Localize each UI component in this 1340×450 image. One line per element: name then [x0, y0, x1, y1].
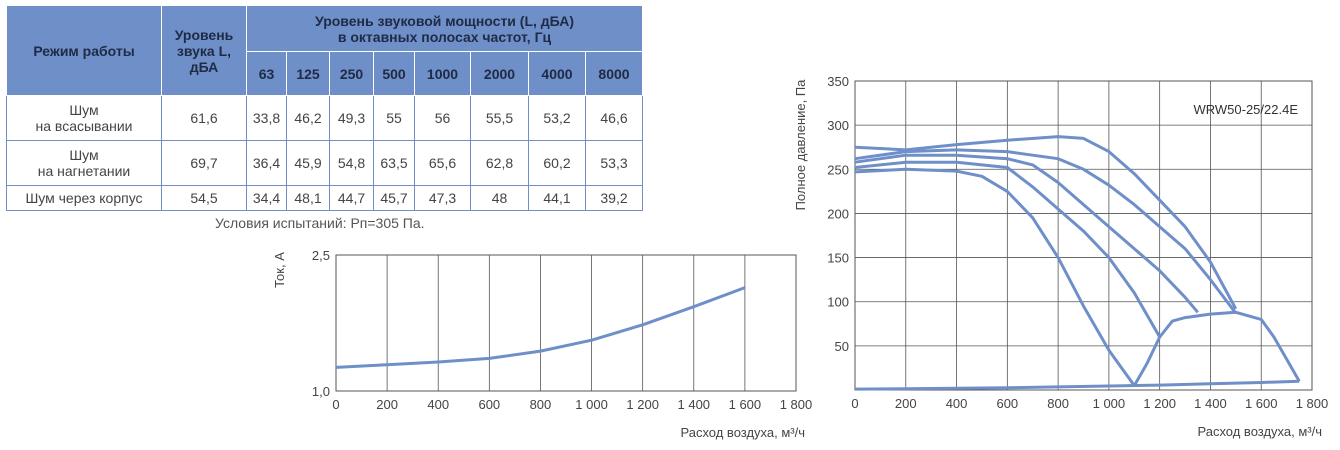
value-cell: 60,2: [528, 140, 586, 186]
mode-header: Режим работы: [6, 5, 162, 96]
x-tick-label: 600: [996, 396, 1018, 411]
value-cell: 46,2: [286, 95, 330, 141]
x-tick-label: 600: [478, 397, 500, 412]
x-tick-label: 800: [1047, 396, 1069, 411]
value-cell: 55: [373, 95, 415, 141]
octave-header: Уровень звуковой мощности (L, дБА) в окт…: [246, 5, 643, 52]
x-tick-label: 400: [427, 397, 449, 412]
x-tick-label: 0: [851, 396, 858, 411]
table-row: Шум через корпус 54,5 34,4 48,1 44,7 45,…: [6, 185, 643, 211]
series-line: [854, 167, 1136, 387]
x-tick-label: 200: [376, 397, 398, 412]
x-tick-label: 1 200: [626, 397, 659, 412]
y-tick-label: 150: [827, 251, 849, 266]
x-tick-label: 1 400: [1194, 396, 1227, 411]
x-axis-label: Расход воздуха, м³/ч: [680, 425, 805, 440]
value-cell: 39,2: [585, 185, 643, 211]
y-tick-label: 2,5: [312, 248, 330, 263]
value-cell: 33,8: [246, 95, 287, 141]
table-row: Шум на нагнетании 69,7 36,4 45,9 54,8 63,…: [6, 140, 643, 186]
freq-header: 4000: [528, 51, 586, 96]
model-annotation: WRW50-25/22.4E: [1193, 102, 1298, 117]
freq-header: 500: [373, 51, 415, 96]
freq-header: 1000: [414, 51, 471, 96]
value-cell: 44,7: [329, 185, 374, 211]
x-tick-label: 1 000: [1093, 396, 1126, 411]
mode-cell: Шум на всасывании: [6, 95, 162, 141]
value-cell: 54,8: [329, 140, 374, 186]
value-cell: 45,7: [373, 185, 415, 211]
x-tick-label: 1 400: [678, 397, 711, 412]
y-tick-label: 1,0: [312, 384, 330, 399]
y-tick-label: 350: [827, 74, 849, 89]
value-cell: 49,3: [329, 95, 374, 141]
value-cell: 65,6: [414, 140, 471, 186]
x-tick-label: 400: [946, 396, 968, 411]
x-tick-label: 200: [895, 396, 917, 411]
series-line: [335, 286, 746, 369]
y-tick-label: 50: [835, 339, 849, 354]
x-tick-label: 1 600: [1245, 396, 1278, 411]
y-axis-label: Полное давление, Па: [793, 79, 808, 211]
freq-header: 63: [246, 51, 287, 96]
value-cell: 44,1: [528, 185, 586, 211]
y-tick-label: 300: [827, 118, 849, 133]
x-tick-label: 1 600: [729, 397, 762, 412]
value-cell: 46,6: [585, 95, 643, 141]
mode-cell: Шум через корпус: [6, 185, 162, 211]
value-cell: 34,4: [246, 185, 287, 211]
freq-header: 8000: [585, 51, 643, 96]
x-axis-label: Расход воздуха, м³/ч: [1197, 424, 1322, 439]
y-axis-label: Ток, А: [272, 252, 287, 288]
value-cell: 63,5: [373, 140, 415, 186]
x-tick-label: 0: [332, 397, 339, 412]
plot-frame: [335, 254, 797, 392]
series-line: [854, 379, 1300, 391]
series-line: [1132, 310, 1301, 387]
plot-frame: [854, 80, 1313, 391]
x-tick-label: 1 800: [780, 397, 813, 412]
freq-header: 2000: [470, 51, 529, 96]
value-cell: 62,8: [470, 140, 529, 186]
value-cell: 47,3: [414, 185, 471, 211]
noise-table: Режим работы Уровень звука L, дБА Уровен…: [6, 5, 643, 211]
x-tick-label: 800: [530, 397, 552, 412]
level-cell: 54,5: [161, 185, 247, 211]
test-conditions: Условия испытаний: Рп=305 Па.: [215, 215, 425, 231]
mode-cell: Шум на нагнетании: [6, 140, 162, 186]
series-line: [854, 153, 1199, 314]
series-line: [854, 135, 1238, 310]
y-tick-label: 100: [827, 295, 849, 310]
freq-header: 250: [329, 51, 374, 96]
x-tick-label: 1 000: [575, 397, 608, 412]
x-tick-label: 1 200: [1143, 396, 1176, 411]
y-tick-label: 250: [827, 162, 849, 177]
y-tick-label: 200: [827, 206, 849, 221]
series-line: [854, 160, 1161, 338]
x-tick-label: 1 800: [1296, 396, 1329, 411]
series-line: [854, 148, 1237, 315]
